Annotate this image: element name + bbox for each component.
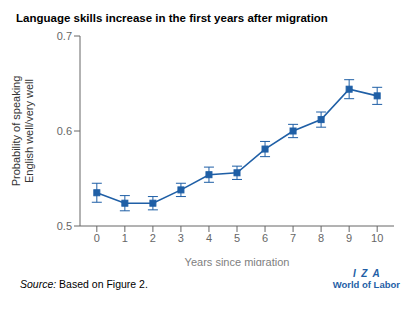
svg-text:0.6: 0.6: [57, 125, 72, 137]
svg-text:5: 5: [234, 232, 240, 244]
svg-text:9: 9: [346, 232, 352, 244]
svg-text:10: 10: [371, 232, 383, 244]
svg-text:1: 1: [122, 232, 128, 244]
svg-text:Probability of speakingEnglish: Probability of speakingEnglish well/very…: [10, 76, 35, 187]
svg-text:3: 3: [178, 232, 184, 244]
html-text:Language skills increase in th: Language skills increase in the first ye…: [16, 12, 328, 24]
html-text:I Z A: I Z A: [352, 268, 380, 279]
svg-text:2: 2: [150, 232, 156, 244]
svg-text:6: 6: [262, 232, 268, 244]
svg-text:Years since migration: Years since migration: [185, 256, 290, 266]
html-text:Source: Based on Figure 2.: Source: Based on Figure 2.: [20, 278, 148, 290]
svg-text:0.5: 0.5: [57, 220, 72, 232]
svg-text:0.7: 0.7: [57, 30, 72, 42]
html-text:World of Labor: World of Labor: [332, 279, 400, 290]
svg-text:4: 4: [206, 232, 212, 244]
svg-text:7: 7: [290, 232, 296, 244]
svg-text:8: 8: [318, 232, 324, 244]
svg-text:0: 0: [94, 232, 100, 244]
